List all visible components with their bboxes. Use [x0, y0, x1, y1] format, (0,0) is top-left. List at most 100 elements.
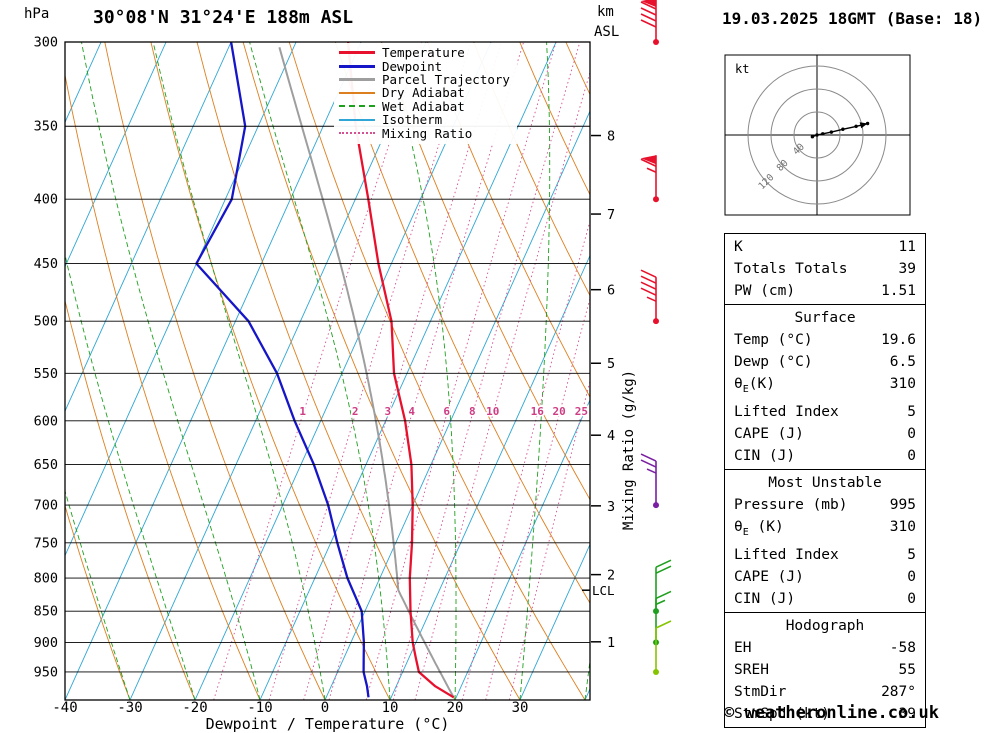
- legend-line-sample: [339, 118, 375, 121]
- mixing-ratio-label: 3: [384, 405, 391, 418]
- stats-row-label: Totals Totals: [734, 261, 848, 277]
- wind-barb: [640, 453, 659, 509]
- temp-tick-label: 10: [382, 700, 399, 716]
- stats-row-value: 1.51: [881, 283, 916, 299]
- stats-section-indices: K 11 Totals Totals 39 PW (cm) 1.51: [724, 233, 926, 305]
- plot-border: [64, 41, 591, 701]
- stats-row: θE (K) 310: [725, 516, 925, 544]
- stats-row: StmSpd (kt) 39: [725, 703, 925, 725]
- km-tick-label: 2: [607, 568, 615, 584]
- page-title: 30°08'N 31°24'E 188m ASL: [93, 7, 354, 28]
- wind-barb: [653, 590, 672, 646]
- stats-row-value: 6.5: [889, 354, 916, 370]
- stats-section-hodograph: Hodograph EH -58 SREH 55 StmDir 287° StmSpd (kt…: [724, 611, 926, 728]
- legend-item: Isotherm: [339, 113, 510, 126]
- temp-tick-label: -20: [182, 700, 207, 716]
- stats-row-value: 5: [907, 403, 916, 420]
- stats-row: StmDir 287°: [725, 681, 925, 703]
- legend-item: Dewpoint: [339, 58, 510, 74]
- temp-tick-label: 30: [512, 700, 529, 716]
- km-tick-label: 8: [607, 129, 615, 145]
- xaxis-title: Dewpoint / Temperature (°C): [205, 715, 450, 733]
- mixing-ratio-line: [328, 42, 525, 700]
- stats-row-label: Lifted Index: [734, 403, 839, 420]
- stats-row: CIN (J) 0: [725, 588, 925, 610]
- pressure-tick-label: 700: [34, 498, 58, 514]
- legend-item-label: Wet Adiabat: [382, 98, 465, 114]
- stats-panel: K 11 Totals Totals 39 PW (cm) 1.51 Surface Temp…: [724, 233, 926, 728]
- mixing-ratio-label: 1: [299, 405, 306, 418]
- km-tick-label: 7: [607, 207, 615, 223]
- legend-line-sample: [339, 132, 375, 135]
- pressure-tick-label: 450: [34, 256, 58, 272]
- dry-adiabat-line: [473, 42, 590, 297]
- stats-row: CAPE (J) 0: [725, 423, 925, 445]
- stats-row-value: 5: [907, 546, 916, 563]
- mixing-ratio-label: 16: [531, 405, 545, 418]
- stats-row: CAPE (J) 0: [725, 566, 925, 588]
- stats-section-title: Most Unstable: [768, 474, 882, 491]
- km-tick-label: 1: [607, 635, 615, 651]
- legend-item-label: Parcel Trajectory: [382, 71, 510, 87]
- temp-tick-label: -10: [247, 700, 272, 716]
- stats-row-label: StmSpd (kt): [734, 705, 831, 722]
- isotherm-line: [389, 254, 590, 700]
- hodograph-ring: [747, 65, 887, 205]
- wet-adiabat-line: [249, 42, 391, 700]
- mixing-ratio-label: 10: [486, 405, 499, 418]
- temp-tick-label: -40: [52, 700, 77, 716]
- pressure-tick-label: 800: [34, 571, 58, 587]
- km-tick-label: 5: [607, 356, 615, 372]
- stats-row-label: CAPE (J): [734, 425, 804, 442]
- stats-row-value: 310: [889, 518, 916, 535]
- mixing-ratio-label: 6: [443, 405, 450, 418]
- mixing-ratio-line: [485, 296, 590, 700]
- stats-row: θE(K) 310: [725, 373, 925, 401]
- legend-line-sample: [339, 105, 375, 108]
- km-axis-label: km: [597, 4, 614, 20]
- legend-item-label: Dry Adiabat: [382, 85, 465, 101]
- hodograph-ring: [770, 88, 864, 182]
- legend-line-sample: [339, 51, 375, 55]
- stats-row-value: 995: [889, 496, 916, 513]
- stats-row: Lifted Index 5: [725, 544, 925, 566]
- wind-barb: [640, 269, 659, 325]
- stats-row-value: 55: [898, 661, 916, 678]
- pressure-tick-label: 300: [34, 35, 58, 51]
- stats-row-value: 39: [898, 261, 916, 277]
- pressure-tick-label: 750: [34, 535, 58, 551]
- stats-section-surface: Surface Temp (°C) 19.6 Dewp (°C) 6.5 θE(K) 310…: [724, 304, 926, 470]
- legend-line-sample: [339, 91, 375, 94]
- stats-row-label: CIN (J): [734, 447, 796, 464]
- stats-row-label: EH: [734, 639, 752, 656]
- temp-tick-label: -30: [117, 700, 142, 716]
- stats-section-most-unstable: Most Unstable Pressure (mb) 995 θE (K) 310 Li…: [724, 468, 926, 613]
- mixing-ratio-label: 4: [408, 405, 415, 418]
- pressure-tick-label: 600: [34, 413, 58, 429]
- stats-row: Lifted Index 5: [725, 401, 925, 423]
- legend-item-label: Temperature: [382, 45, 465, 61]
- wet-adiabat-line: [519, 42, 551, 700]
- stats-row-label: CAPE (J): [734, 568, 804, 585]
- stats-row-label: CIN (J): [734, 590, 796, 607]
- legend-item: Dry Adiabat: [339, 86, 510, 99]
- hodograph-unit-label: kt: [735, 62, 749, 76]
- legend-line-sample: [339, 64, 375, 68]
- mixing-ratio-line: [414, 70, 590, 700]
- temp-tick-label: 20: [447, 700, 464, 716]
- stats-row-value: 0: [907, 447, 916, 464]
- stats-row-value: 0: [907, 590, 916, 607]
- isotherm-line: [324, 110, 590, 700]
- legend: Temperature Dewpoint Parcel Trajectory Dry …: [334, 43, 517, 144]
- stats-row: Dewp (°C) 6.5: [725, 351, 925, 373]
- isotherm-line: [0, 42, 36, 700]
- isotherm-line: [65, 42, 362, 700]
- mixing-ratio-line: [508, 379, 590, 700]
- legend-item-label: Dewpoint: [382, 58, 443, 74]
- stats-row-value: 0: [907, 425, 916, 442]
- isotherm-line: [65, 42, 297, 557]
- pressure-tick-label: 400: [34, 192, 58, 208]
- legend-item: Wet Adiabat: [339, 100, 510, 113]
